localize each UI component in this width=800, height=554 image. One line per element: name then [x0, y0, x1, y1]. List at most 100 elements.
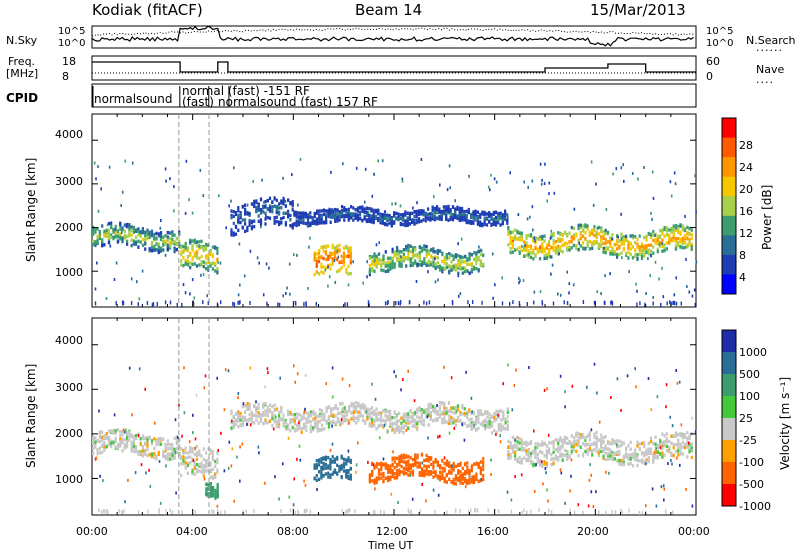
velocity-cell: [371, 473, 374, 477]
power-cell: [423, 244, 426, 248]
velocity-speckle: [546, 387, 548, 391]
power-cell: [536, 250, 539, 254]
velocity-cell: [202, 447, 205, 451]
power-speckle: [539, 290, 542, 294]
velocity-cell: [482, 457, 485, 461]
velocity-cell: [543, 454, 546, 458]
velocity-cell: [316, 426, 319, 430]
power-cell: [681, 246, 684, 250]
power-cell: [409, 244, 412, 248]
velocity-speckle: [506, 490, 509, 494]
power-cell: [595, 235, 598, 240]
power-cell: [289, 224, 292, 228]
power-cell: [470, 267, 473, 272]
velocity-ground: [582, 510, 584, 515]
velocity-cell: [500, 423, 503, 427]
power-ground: [669, 300, 671, 305]
power-cell: [433, 207, 436, 211]
velocity-cell: [441, 473, 444, 478]
power-cell: [504, 209, 507, 213]
velocity-speckle: [181, 434, 183, 438]
power-speckle: [120, 231, 123, 235]
power-cell: [259, 218, 263, 222]
velocity-speckle: [223, 469, 226, 473]
velocity-cell: [586, 449, 589, 454]
velocity-cell: [429, 415, 432, 419]
velocity-cell: [418, 471, 421, 475]
velocity-cell: [193, 460, 196, 464]
power-cell: [534, 253, 537, 257]
velocity-speckle: [610, 396, 612, 399]
velocity-cell: [352, 405, 355, 409]
velocity-cell: [349, 460, 352, 465]
power-cell: [132, 227, 135, 231]
power-cell: [427, 259, 430, 263]
velocity-cell: [514, 457, 517, 461]
velocity-cell: [312, 428, 315, 432]
power-cell: [663, 227, 666, 232]
velocity-cell: [146, 442, 149, 446]
nsearch-label: N.Search: [746, 34, 796, 47]
power-cell: [280, 217, 283, 221]
power-cell: [96, 240, 99, 244]
velocity-cell: [309, 412, 312, 417]
power-cell: [264, 200, 267, 204]
velocity-cell: [293, 419, 296, 423]
power-speckle: [533, 236, 536, 240]
velocity-cell: [169, 442, 172, 447]
velocity-cell: [171, 442, 174, 447]
velocity-cell: [586, 433, 589, 438]
power-speckle: [94, 287, 97, 291]
power-cell: [101, 244, 104, 248]
velocity-cell: [463, 421, 466, 426]
velocity-cell: [593, 447, 596, 452]
velocity-cell: [361, 402, 364, 407]
velocity-cell: [209, 468, 212, 472]
power-cell: [202, 264, 205, 269]
power-cell: [329, 251, 332, 255]
power-cell: [402, 252, 405, 256]
velocity-cell: [659, 452, 662, 456]
power-cell: [497, 217, 500, 221]
nsearch-legend-dots: ......: [756, 41, 783, 54]
velocity-cell: [550, 441, 553, 445]
power-cell: [436, 211, 439, 215]
velocity-cell: [355, 409, 358, 414]
velocity-cell: [92, 441, 95, 445]
velocity-cell: [293, 422, 296, 426]
power-cell: [239, 215, 242, 219]
velocity-cell: [557, 455, 560, 460]
velocity-cell: [320, 465, 323, 470]
velocity-cell: [282, 417, 285, 421]
power-cell: [674, 224, 678, 228]
velocity-cell: [479, 468, 482, 472]
velocity-cell: [264, 421, 267, 425]
velocity-cell: [620, 461, 623, 466]
power-cell: [331, 252, 334, 256]
velocity-cell: [461, 477, 464, 481]
power-cell: [541, 248, 544, 252]
velocity-cell: [643, 443, 646, 448]
velocity-cell: [314, 421, 317, 426]
velocity-cell: [439, 470, 442, 474]
power-cell: [414, 259, 417, 263]
velocity-speckle: [267, 371, 269, 375]
power-cell: [166, 245, 169, 249]
velocity-cell: [423, 464, 426, 468]
velocity-speckle: [407, 369, 409, 373]
velocity-cell: [559, 448, 562, 452]
power-cell: [297, 220, 301, 224]
power-cell: [112, 230, 115, 234]
velocity-cell: [459, 476, 462, 480]
velocity-cell: [209, 461, 212, 465]
power-cell: [459, 266, 462, 270]
velocity-cell: [352, 410, 355, 415]
power-cell: [454, 268, 458, 272]
power-cell: [591, 242, 594, 246]
velocity-cell: [141, 453, 144, 457]
power-cell: [568, 245, 571, 249]
power-cell: [518, 236, 521, 240]
velocity-cell: [586, 452, 589, 456]
power-cell: [311, 221, 314, 225]
velocity-speckle: [598, 420, 601, 424]
